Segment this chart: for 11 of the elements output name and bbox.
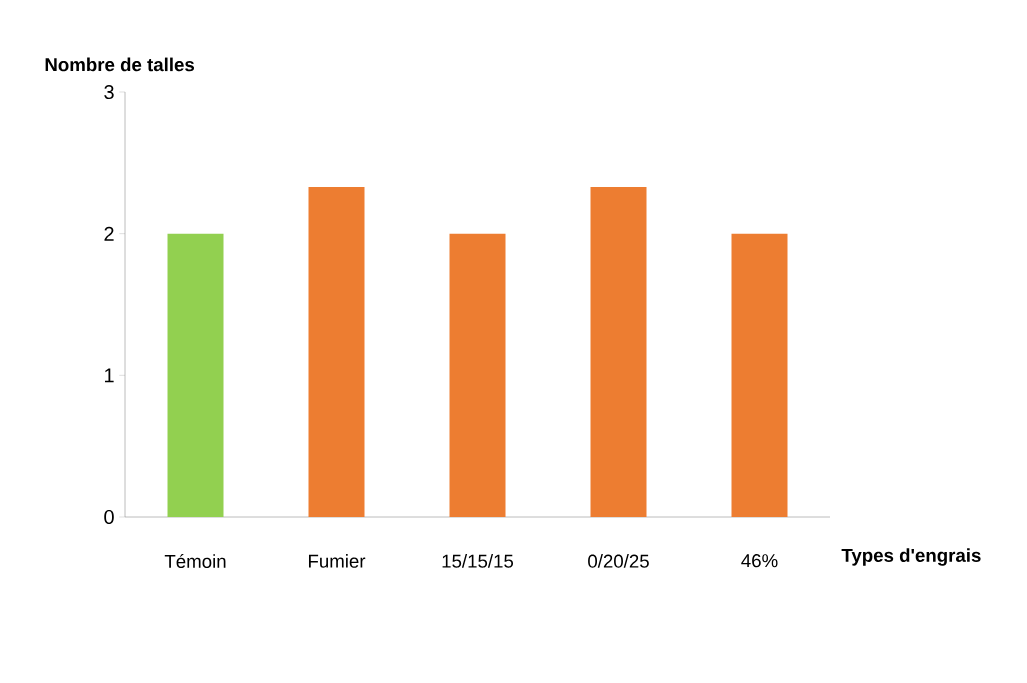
x-tick-label: 15/15/15: [442, 554, 514, 568]
y-tick-label: 0: [104, 509, 114, 525]
y-tick-label: 2: [104, 226, 114, 241]
y-tick-label: 3: [104, 84, 114, 100]
x-tick-label: 0/20/25: [588, 554, 649, 568]
x-tick-label: Fumier: [308, 554, 366, 568]
x-tick-label: 46%: [741, 554, 778, 568]
x-tick-label: Témoin: [164, 554, 226, 568]
x-axis-title: Types d'engrais: [841, 548, 981, 566]
y-axis-title: Nombre de talles: [45, 57, 195, 72]
y-tick-label: 1: [105, 368, 114, 383]
